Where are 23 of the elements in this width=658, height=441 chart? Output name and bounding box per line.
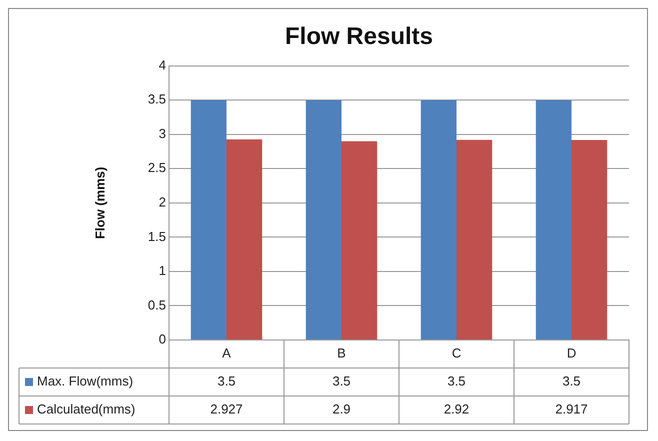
- y-tick-label: 2: [158, 194, 166, 210]
- bar: [456, 140, 492, 340]
- bar: [572, 140, 608, 340]
- bar: [342, 141, 378, 340]
- y-tick-label: 3.5: [148, 92, 166, 107]
- x-tick-label: D: [566, 346, 576, 361]
- chart-title: Flow Results: [284, 23, 434, 50]
- bar: [306, 100, 342, 340]
- y-tick-label: 2.5: [148, 160, 166, 176]
- bar: [420, 100, 456, 340]
- bar: [226, 139, 262, 340]
- x-tick-label: B: [337, 346, 346, 361]
- y-tick-label: 3: [158, 126, 166, 141]
- x-tick-label: C: [452, 346, 462, 361]
- y-tick-label: 4: [158, 57, 166, 72]
- y-tick-label: 0: [158, 332, 166, 347]
- y-tick-label: 0.5: [148, 297, 166, 312]
- y-tick-label: 1.5: [148, 228, 166, 244]
- bar: [536, 100, 572, 340]
- y-axis-title: Flow (mms): [92, 166, 108, 240]
- bar: [190, 100, 226, 340]
- y-tick-label: 1: [158, 263, 166, 278]
- x-tick-label: A: [222, 346, 232, 361]
